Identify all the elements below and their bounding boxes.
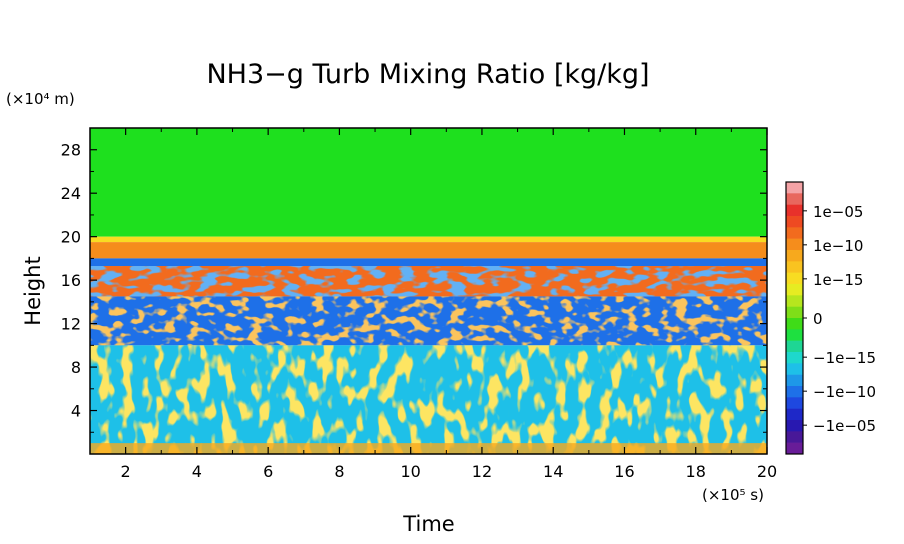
x-tick-label: 4 (192, 462, 202, 481)
heatmap-texture (90, 266, 767, 297)
colorbar-swatch (786, 204, 803, 217)
x-tick-label: 12 (472, 462, 492, 481)
colorbar-swatch (786, 250, 803, 262)
colorbar-swatch (786, 431, 803, 443)
heatmap-band (90, 242, 767, 259)
colorbar-swatch (786, 408, 803, 421)
x-unit-label: (×10⁵ s) (702, 486, 764, 504)
colorbar-swatch (786, 272, 803, 285)
heatmap-band (90, 258, 767, 267)
colorbar-swatch (786, 363, 803, 375)
colorbar-swatch (786, 193, 803, 205)
colorbar-label: 1e−10 (813, 237, 863, 255)
colorbar-label: 1e−05 (813, 203, 863, 221)
x-axis: 2 4 6 8 10 12 14 16 18 20 (89, 128, 777, 481)
heatmap-band (90, 443, 767, 454)
x-tick-label: 6 (263, 462, 273, 481)
colorbar-swatch (786, 442, 803, 455)
y-tick-label: 24 (61, 184, 81, 203)
colorbar-swatch (786, 284, 803, 296)
colorbar-swatch (786, 182, 803, 194)
y-axis: 4 8 12 16 20 24 28 (61, 141, 767, 433)
y-axis-label: Height (21, 256, 45, 325)
colorbar-swatch (786, 318, 803, 330)
colorbar-swatch (786, 340, 803, 353)
colorbar-swatch (786, 261, 803, 273)
colorbar-swatch (786, 306, 803, 319)
x-tick-label: 10 (401, 462, 421, 481)
x-tick-label: 16 (614, 462, 634, 481)
plot-frame (89, 127, 768, 455)
colorbar-swatch (786, 329, 803, 341)
colorbar-swatch (786, 374, 803, 387)
y-tick-label: 20 (61, 228, 81, 247)
colorbar-swatch (786, 397, 803, 409)
colorbar-swatch (786, 238, 803, 251)
colorbar: 1e−05 1e−10 1e−15 0 −1e−15 −1e−10 −1e−05 (785, 181, 876, 455)
chart-title: NH3−g Turb Mixing Ratio [kg/kg] (206, 59, 649, 90)
colorbar-swatch (786, 216, 803, 228)
colorbar-swatch (786, 420, 803, 432)
y-tick-label: 8 (71, 358, 81, 377)
colorbar-label: 1e−15 (813, 271, 863, 289)
heatmap-field (90, 128, 767, 454)
heatmap-texture (90, 345, 767, 454)
x-tick-label: 14 (543, 462, 563, 481)
colorbar-swatch (786, 227, 803, 239)
y-unit-label: (×10⁴ m) (6, 90, 75, 108)
colorbar-swatch (786, 295, 803, 307)
x-tick-label: 18 (686, 462, 706, 481)
y-tick-label: 4 (71, 402, 81, 421)
heatmap-band (90, 236, 767, 243)
y-tick-label: 16 (61, 271, 81, 290)
x-tick-label: 8 (334, 462, 344, 481)
colorbar-label: −1e−15 (813, 349, 876, 367)
colorbar-swatch (786, 352, 803, 364)
x-tick-label: 2 (121, 462, 131, 481)
colorbar-swatch (786, 386, 803, 398)
x-tick-label: 20 (757, 462, 777, 481)
y-tick-label: 28 (61, 141, 81, 160)
colorbar-label: −1e−10 (813, 383, 876, 401)
colorbar-label: −1e−05 (813, 417, 876, 435)
heatmap-texture (90, 296, 767, 346)
heatmap-band (90, 128, 767, 237)
y-tick-label: 12 (61, 315, 81, 334)
x-axis-label: Time (402, 512, 454, 536)
colorbar-label: 0 (813, 310, 823, 328)
